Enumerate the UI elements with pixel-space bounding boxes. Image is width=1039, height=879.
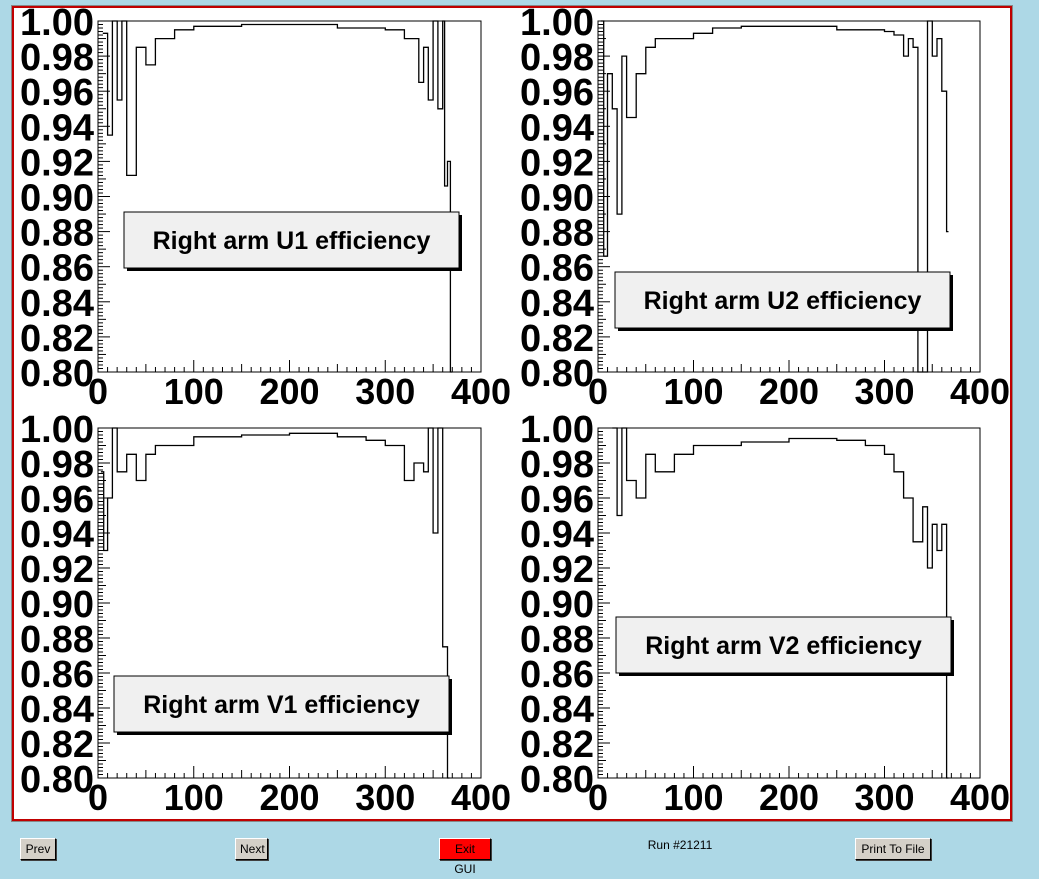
exit-gui-button[interactable]: Exit GUI [439, 838, 491, 876]
x-tick-label: 400 [950, 371, 1010, 412]
legend-label: Right arm V1 efficiency [143, 691, 420, 719]
y-tick-label: 0.88 [520, 213, 594, 255]
chart-panel-1: 0.800.820.840.860.880.900.920.940.960.98… [20, 8, 511, 412]
y-tick-label: 1.00 [520, 8, 594, 44]
y-tick-label: 1.00 [520, 409, 594, 451]
x-tick-label: 300 [355, 777, 415, 818]
x-tick-label: 300 [355, 371, 415, 412]
y-tick-label: 1.00 [20, 8, 94, 44]
y-tick-label: 0.80 [520, 759, 594, 801]
plot-frame [597, 427, 981, 779]
y-tick-label: 0.84 [20, 283, 94, 325]
y-tick-label: 0.80 [520, 353, 594, 395]
y-tick-label: 0.92 [20, 549, 94, 591]
plot-frame [97, 20, 482, 373]
y-tick-label: 0.90 [520, 584, 594, 626]
x-tick-label: 0 [588, 777, 608, 818]
x-tick-label: 100 [663, 777, 723, 818]
x-tick-label: 400 [451, 777, 511, 818]
series-line-1 [100, 427, 450, 779]
y-tick-label: 0.80 [20, 353, 94, 395]
x-tick-label: 200 [759, 777, 819, 818]
x-tick-label: 300 [854, 371, 914, 412]
y-tick-label: 1.00 [20, 409, 94, 451]
y-tick-label: 0.82 [20, 724, 94, 766]
print-to-file-button[interactable]: Print To File [855, 838, 931, 860]
y-tick-label: 0.90 [20, 178, 94, 220]
prev-button[interactable]: Prev [20, 838, 56, 860]
series-line-1 [600, 20, 949, 373]
y-tick-label: 0.92 [520, 549, 594, 591]
y-tick-label: 0.98 [20, 37, 94, 79]
x-tick-label: 0 [88, 777, 108, 818]
series-line-1 [102, 20, 453, 373]
legend-box [615, 616, 952, 674]
x-tick-label: 300 [854, 777, 914, 818]
y-tick-label: 0.86 [520, 654, 594, 696]
next-button[interactable]: Next [235, 838, 268, 860]
run-number-label: Run #21211 [647, 838, 713, 852]
canvas-frame: 0.80 0.82 0.84 0.86 0.88 0.90 0.92 0.94 0.96 0.98… [11, 5, 1013, 822]
legend-label: Right arm V2 efficiency [645, 632, 922, 660]
series-line-1 [612, 427, 949, 779]
y-tick-label: 0.86 [20, 248, 94, 290]
y-tick-label: 0.80 [20, 759, 94, 801]
x-tick-label: 100 [164, 777, 224, 818]
x-tick-label: 100 [164, 371, 224, 412]
y-tick-label: 0.94 [20, 107, 94, 149]
x-tick-label: 400 [950, 777, 1010, 818]
legend-box [123, 211, 460, 269]
y-tick-label: 0.82 [20, 318, 94, 360]
legend-label: Right arm U1 efficiency [153, 227, 431, 255]
y-tick-label: 0.96 [20, 479, 94, 521]
y-tick-label: 0.96 [20, 72, 94, 114]
y-tick-label: 0.88 [520, 619, 594, 661]
chart-panel-2: 0.800.820.840.860.880.900.920.940.960.98… [520, 8, 1010, 412]
y-tick-label: 0.94 [20, 514, 94, 556]
legend-box [614, 271, 951, 329]
y-tick-label: 0.96 [520, 479, 594, 521]
x-tick-label: 200 [259, 777, 319, 818]
y-tick-label: 0.82 [520, 724, 594, 766]
x-tick-label: 100 [663, 371, 723, 412]
chart-panel-4: 0.800.820.840.860.880.900.920.940.960.98… [520, 409, 1010, 818]
y-tick-label: 0.84 [20, 689, 94, 731]
y-tick-label: 0.90 [520, 178, 594, 220]
y-tick-label: 0.88 [20, 619, 94, 661]
y-tick-label: 0.92 [20, 142, 94, 184]
legend-box [113, 675, 450, 733]
y-tick-label: 0.96 [520, 72, 594, 114]
x-tick-label: 200 [259, 371, 319, 412]
y-tick-label: 0.86 [20, 654, 94, 696]
y-tick-label: 0.84 [520, 283, 594, 325]
y-tick-label: 0.98 [520, 37, 594, 79]
x-tick-label: 200 [759, 371, 819, 412]
y-tick-label: 0.84 [520, 689, 594, 731]
chart-panel-3: 0.800.820.840.860.880.900.920.940.960.98… [20, 409, 511, 818]
x-tick-label: 400 [451, 371, 511, 412]
legend-label: Right arm U2 efficiency [644, 287, 922, 315]
y-tick-label: 0.88 [20, 213, 94, 255]
y-tick-label: 0.90 [20, 584, 94, 626]
y-tick-label: 0.94 [520, 107, 594, 149]
y-tick-label: 0.92 [520, 142, 594, 184]
y-tick-label: 0.98 [20, 444, 94, 486]
x-tick-label: 0 [588, 371, 608, 412]
y-tick-label: 0.98 [520, 444, 594, 486]
x-tick-label: 0 [88, 371, 108, 412]
y-tick-label: 0.94 [520, 514, 594, 556]
y-tick-label: 0.86 [520, 248, 594, 290]
charts-canvas: 0.800.820.840.860.880.900.920.940.960.98… [20, 8, 1010, 818]
y-tick-label: 0.82 [520, 318, 594, 360]
